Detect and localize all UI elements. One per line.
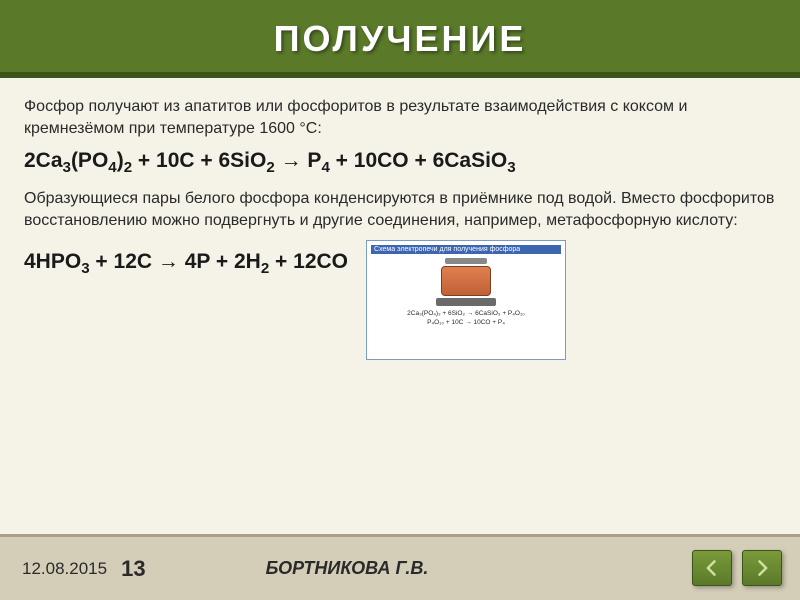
diagram-eq-1: 2Ca₃(PO₄)₂ + 6SiO₂ → 6CaSiO₃ + P₄O₁₀ [407,310,525,318]
slide-content: Фосфор получают из апатитов или фосфорит… [0,78,800,534]
slide-title: ПОЛУЧЕНИЕ [274,18,527,60]
diagram-body: 2Ca₃(PO₄)₂ + 6SiO₂ → 6CaSiO₃ + P₄O₁₀ P₄O… [371,254,561,328]
next-button[interactable] [742,550,782,586]
prev-button[interactable] [692,550,732,586]
furnace-diagram: Схема электропечи для получения фосфора … [366,240,566,360]
footer-page-number: 13 [121,556,145,582]
paragraph-1: Фосфор получают из апатитов или фосфорит… [24,96,776,139]
slide-header: ПОЛУЧЕНИЕ [0,0,800,78]
diagram-title: Схема электропечи для получения фосфора [371,245,561,254]
paragraph-2: Образующиеся пары белого фосфора конденс… [24,188,776,231]
equation-2: 4HPO3 + 12C → 4P + 2H2 + 12CO [24,250,348,277]
nav-buttons [692,550,782,586]
furnace-icon [436,258,496,308]
footer-author: БОРТНИКОВА Г.В. [266,558,429,579]
arrow-left-icon [702,558,722,578]
formula-diagram-row: 4HPO3 + 12C → 4P + 2H2 + 12CO Схема элек… [24,240,776,360]
slide-footer: 12.08.2015 13 БОРТНИКОВА Г.В. [0,534,800,600]
arrow-right-icon [752,558,772,578]
equation-1: 2Ca3(PO4)2 + 10C + 6SiO2 → P4 + 10CO + 6… [24,149,776,176]
footer-date: 12.08.2015 [22,559,107,579]
diagram-eq-2: P₄O₁₀ + 10C → 10CO + P₄ [427,319,505,327]
